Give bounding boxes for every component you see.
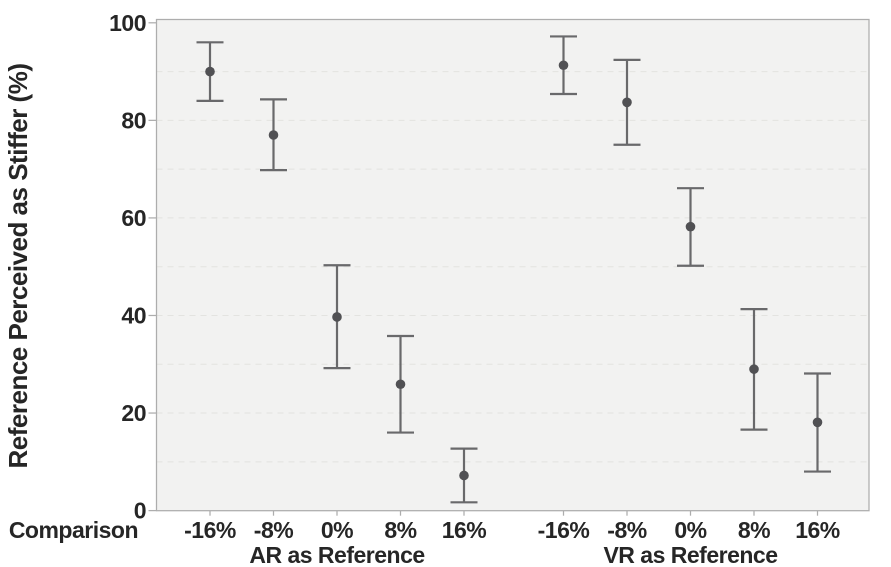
x-tick-label: 16% <box>442 517 487 543</box>
error-bar <box>450 447 478 504</box>
x-tick-label: 8% <box>384 517 416 543</box>
x-tick-label: -16% <box>184 517 236 543</box>
data-point <box>749 364 759 374</box>
data-point <box>268 130 279 140</box>
y-axis-title: Reference Perceived as Stiffer (%) <box>3 64 33 469</box>
x-tick-label: 0% <box>674 517 706 543</box>
plot-frame <box>155 18 870 512</box>
error-bar <box>550 35 577 96</box>
y-tick-label: 20 <box>121 400 146 426</box>
x-axis-title: Comparison <box>9 517 138 543</box>
error-bar <box>677 187 704 267</box>
data-point <box>205 66 215 77</box>
error-bar <box>387 334 414 434</box>
error-bar <box>804 372 831 473</box>
x-tick-label: -8% <box>254 517 293 543</box>
data-point <box>332 312 342 322</box>
y-axis: 0 20 40 60 80 100 <box>109 10 157 524</box>
x-tick-label: 0% <box>321 517 353 543</box>
group-label: AR as Reference <box>249 542 424 567</box>
data-point <box>558 60 569 71</box>
y-tick-label: 60 <box>121 205 146 231</box>
x-tick-label: 8% <box>738 517 770 543</box>
error-bar <box>740 308 768 431</box>
x-tick-label: -16% <box>538 517 590 543</box>
error-bar <box>196 41 224 102</box>
error-bar <box>260 98 287 172</box>
group-label: VR as Reference <box>603 542 777 567</box>
y-tick-label: 100 <box>109 10 146 36</box>
y-tick-label: 80 <box>121 107 146 133</box>
plot-layers: 0 20 40 60 80 100 -16% -8% 0% 8% 16% AR as Referenc… <box>109 10 870 567</box>
y-tick-label: 40 <box>121 302 146 328</box>
data-point <box>459 470 469 481</box>
error-bar <box>613 58 641 146</box>
error-bar <box>323 264 351 370</box>
data-point <box>395 379 406 390</box>
data-point <box>685 221 696 232</box>
plot-panel <box>156 19 869 511</box>
x-tick-label: -8% <box>607 517 646 543</box>
series-group: -16% -8% 0% 8% 16% AR as Reference <box>184 41 487 567</box>
series-group: -16% -8% 0% 8% 16% VR as Reference <box>538 35 840 567</box>
x-tick-label: 16% <box>795 517 840 543</box>
data-point <box>622 97 632 108</box>
y-tick-label: 0 <box>134 498 146 524</box>
gridlines <box>156 71 869 463</box>
data-point <box>812 417 823 428</box>
